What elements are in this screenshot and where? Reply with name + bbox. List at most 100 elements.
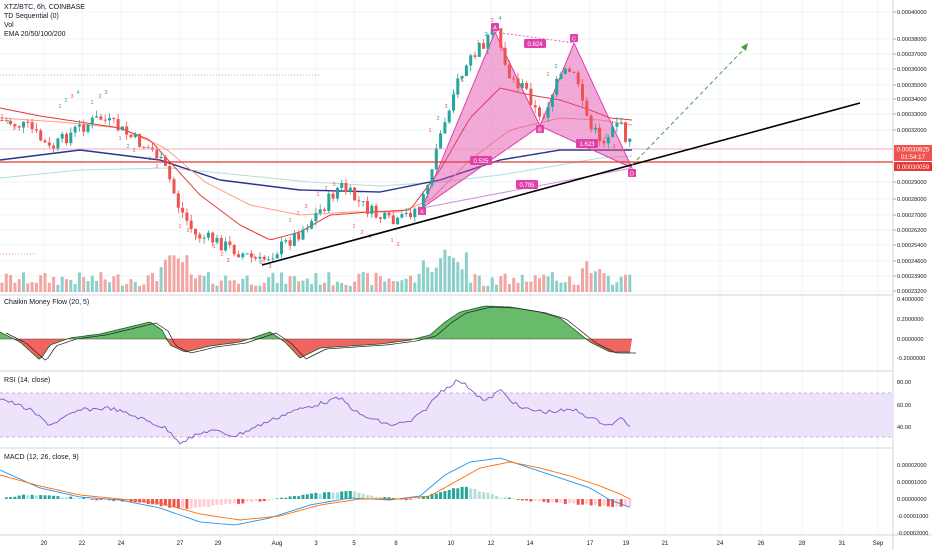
price-tick-label: 0.00037000 bbox=[897, 52, 927, 58]
pattern-point-a: A bbox=[493, 26, 497, 32]
candle-body bbox=[477, 43, 481, 57]
candle-body bbox=[452, 94, 455, 111]
volume-bar bbox=[275, 283, 279, 292]
candle-body bbox=[568, 68, 572, 72]
macd-histogram-bar bbox=[159, 499, 163, 507]
macd-histogram-bar bbox=[206, 499, 210, 507]
projection-arrow bbox=[741, 43, 748, 51]
candle-body bbox=[224, 241, 228, 251]
candle-body bbox=[189, 220, 193, 229]
macd-histogram-bar bbox=[142, 499, 146, 503]
macd-histogram-bar bbox=[271, 498, 275, 500]
volume-bar bbox=[434, 267, 438, 292]
candle-body bbox=[288, 240, 292, 246]
volume-bar bbox=[22, 272, 25, 292]
cmf-title[interactable]: Chaikin Money Flow (20, 5) bbox=[4, 299, 90, 306]
ratio-label: 0.824 bbox=[527, 42, 543, 48]
symbol-title[interactable]: XTZ/BTC, 6h, COINBASE bbox=[4, 4, 85, 11]
candle-body bbox=[13, 124, 17, 127]
macd-histogram-bar bbox=[404, 499, 408, 501]
price-axis[interactable]: 0.00040000 0.00038000 0.00037000 0.00036000… bbox=[893, 10, 927, 295]
macd-histogram-bar bbox=[17, 495, 21, 499]
macd-histogram-bar bbox=[606, 499, 610, 507]
volume-bar bbox=[262, 282, 266, 292]
candle-body bbox=[361, 201, 365, 203]
volume-bar bbox=[56, 284, 60, 292]
td-count-label: 4 bbox=[620, 148, 623, 154]
candle-body bbox=[47, 142, 51, 146]
macd-histogram-bar bbox=[550, 499, 554, 503]
volume-bar bbox=[34, 282, 38, 292]
macd-histogram-bar bbox=[34, 495, 38, 499]
time-axis[interactable]: 20 22 24 27 29 Aug 3 5 8 10 12 14 17 19 21 24 26 28 31 Sep bbox=[41, 541, 884, 547]
candle-body bbox=[628, 138, 632, 142]
macd-histogram-bar bbox=[353, 491, 357, 499]
indicator-ema[interactable]: EMA 20/50/100/200 bbox=[4, 31, 66, 38]
volume-bar bbox=[305, 278, 309, 292]
macd-histogram-bar bbox=[267, 499, 271, 501]
volume-bar bbox=[232, 280, 236, 292]
indicator-td[interactable]: TD Sequential (0) bbox=[4, 13, 59, 20]
volume-bar bbox=[378, 276, 382, 292]
support-price-tag: 0.00030059 bbox=[894, 162, 932, 171]
macd-title[interactable]: MACD (12, 26, close, 9) bbox=[4, 454, 79, 461]
rsi-legend: RSI (14, close) bbox=[4, 376, 50, 385]
candle-body bbox=[176, 193, 180, 208]
volume-bar bbox=[585, 261, 589, 292]
macd-histogram-bar bbox=[181, 499, 185, 508]
candle-body bbox=[318, 209, 322, 214]
candle-body bbox=[473, 55, 477, 57]
macd-histogram-bar bbox=[99, 499, 103, 500]
candle-body bbox=[611, 126, 615, 138]
candle-body bbox=[443, 122, 447, 134]
ratio-box bbox=[470, 156, 492, 165]
price-tick-label: 0.00025400 bbox=[897, 243, 927, 249]
macd-histogram-bar bbox=[77, 498, 81, 499]
volume-bar bbox=[245, 275, 249, 292]
td-count-label: 1 bbox=[288, 218, 291, 224]
macd-histogram-bar bbox=[176, 499, 180, 509]
candle-body bbox=[542, 116, 546, 118]
volume-bar bbox=[593, 271, 597, 292]
td-count-label: 4 bbox=[498, 16, 501, 22]
candle-body bbox=[116, 119, 120, 131]
rsi-tick-label: 80.00 bbox=[897, 380, 911, 386]
candle-body bbox=[39, 130, 43, 141]
macd-histogram-bar bbox=[443, 490, 447, 499]
volume-bar bbox=[280, 272, 283, 292]
macd-tick-label: -0.00002000 bbox=[897, 531, 928, 537]
macd-histogram-bar bbox=[490, 493, 494, 499]
candle-body bbox=[159, 156, 163, 159]
candle-body bbox=[99, 116, 103, 120]
macd-histogram-bar bbox=[198, 499, 202, 508]
candle-body bbox=[482, 43, 486, 49]
candle-body bbox=[73, 126, 77, 133]
td-count-label: 1 bbox=[178, 224, 181, 230]
time-tick-label: 14 bbox=[527, 541, 534, 547]
macd-histogram-bar bbox=[512, 498, 516, 500]
candle-body bbox=[65, 133, 68, 144]
volume-bar bbox=[576, 284, 580, 292]
td-count-label: 1 bbox=[476, 40, 479, 46]
macd-histogram-bar bbox=[95, 499, 99, 501]
indicator-vol[interactable]: Vol bbox=[4, 22, 14, 29]
candle-body bbox=[624, 122, 627, 142]
time-tick-label: 24 bbox=[717, 541, 724, 547]
macd-histogram-bar bbox=[361, 493, 365, 499]
macd-histogram-bar bbox=[456, 488, 460, 499]
price-tick-label: 0.00029000 bbox=[897, 180, 927, 186]
candle-body bbox=[292, 233, 296, 246]
candle-body bbox=[525, 83, 529, 89]
macd-histogram-bar bbox=[391, 497, 395, 499]
macd-histogram-bar bbox=[413, 499, 417, 500]
macd-histogram-bar bbox=[383, 496, 387, 499]
candle-body bbox=[430, 169, 434, 186]
candle-body bbox=[447, 110, 451, 123]
macd-tick-label: 0.00000000 bbox=[897, 497, 927, 503]
rsi-title[interactable]: RSI (14, close) bbox=[4, 377, 51, 384]
macd-histogram-bar bbox=[409, 499, 412, 500]
volume-bar bbox=[17, 279, 21, 292]
volume-bar bbox=[520, 274, 524, 292]
macd-histogram-bar bbox=[327, 492, 331, 499]
